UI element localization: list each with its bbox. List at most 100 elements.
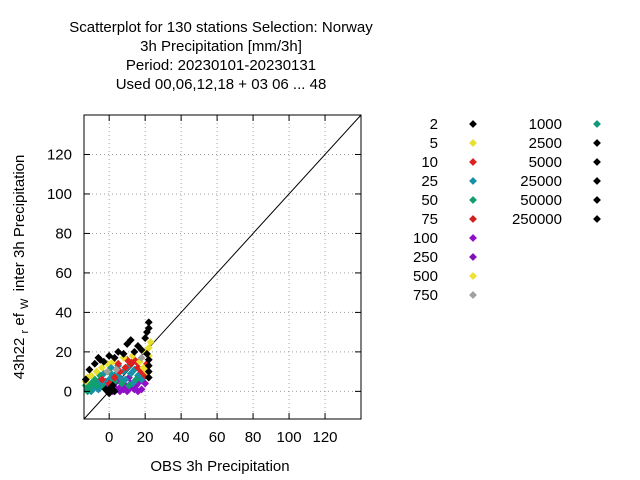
legend-item: 250000 (512, 211, 601, 228)
legend-item: 750 (413, 287, 477, 304)
scatter-point (144, 373, 153, 382)
legend-item: 500 (413, 268, 477, 285)
scatter-point (92, 381, 101, 390)
scatter-point (137, 375, 146, 384)
scatter-point (143, 349, 151, 358)
y-tick-label: 100 (47, 186, 72, 203)
legend-label: 25000 (520, 173, 562, 190)
scatter-point (92, 367, 101, 376)
legend-label: 25 (421, 173, 438, 190)
scatter-point (144, 344, 153, 352)
scatter-point (112, 365, 121, 374)
legend-item: 50 (421, 192, 477, 209)
legend-label: 2 (430, 116, 438, 133)
legend-label: 250000 (512, 211, 562, 228)
scatter-point (146, 338, 155, 346)
legend-item: 10 (421, 154, 477, 171)
scatter-point (98, 363, 106, 372)
scatter-point (137, 385, 146, 394)
legend-item: 5000 (529, 154, 601, 171)
legend-item: 75 (421, 211, 477, 228)
scatter-point (130, 347, 139, 356)
legend: 2510255075100250500750100025005000250005… (413, 116, 601, 304)
y-tick-label: 40 (55, 304, 72, 321)
y-tick-labels: 0 20 40 60 80 100 120 (47, 146, 72, 400)
scatter-point (137, 345, 146, 354)
scatter-point (126, 369, 135, 378)
scatter-point (121, 363, 130, 372)
y-axis-label-sub2: W (19, 298, 31, 309)
y-axis-label-sub: r (19, 329, 31, 333)
chart-title: Scatterplot for 130 stations Selection: … (69, 19, 373, 93)
x-tick-label: 100 (277, 429, 302, 446)
scatter-point (98, 375, 106, 384)
y-axis-label-mid: ef (11, 312, 28, 325)
legend-marker (593, 215, 601, 223)
scatter-point (134, 363, 142, 372)
grid-lines (84, 115, 361, 419)
scatter-point (110, 353, 119, 362)
scatter-point (110, 373, 119, 382)
legend-marker (469, 253, 477, 261)
y-axis-label-end: inter 3h Precipitation (11, 155, 28, 292)
scatter-point (121, 375, 130, 384)
scatter-point (144, 324, 153, 333)
scatter-point (90, 359, 99, 368)
scatter-point (125, 381, 133, 390)
plot-border (83, 114, 362, 420)
y-tick-label: 20 (55, 344, 72, 361)
x-tick-label: 40 (173, 429, 190, 446)
legend-item: 5 (430, 135, 477, 152)
y-tick-label: 80 (55, 225, 72, 242)
legend-label: 75 (421, 211, 438, 228)
legend-label: 10 (421, 154, 438, 171)
y-tick-label: 60 (55, 265, 72, 282)
legend-item: 250 (413, 249, 477, 266)
legend-label: 1000 (529, 116, 562, 133)
legend-marker (593, 177, 601, 185)
scatter-point (123, 340, 132, 348)
title-line-3: Period: 20230101-20230131 (126, 57, 316, 74)
title-line-4: Used 00,06,12,18 + 03 06 ... 48 (116, 76, 327, 93)
x-tick-label: 80 (245, 429, 262, 446)
legend-marker (593, 196, 601, 204)
legend-marker (469, 139, 477, 147)
scatter-point (132, 375, 141, 384)
scatter-point (105, 389, 114, 398)
scatter-point (134, 342, 142, 350)
x-tick-labels: 0 20 40 60 80 100 120 (105, 429, 338, 446)
legend-item: 50000 (520, 192, 601, 209)
legend-label: 5000 (529, 154, 562, 171)
scatter-point (101, 385, 110, 394)
scatter-point (126, 336, 135, 344)
y-axis-label-main: 43h22 (11, 338, 28, 380)
legend-item: 100 (413, 230, 477, 247)
scatter-point (137, 353, 146, 362)
legend-marker (469, 291, 477, 299)
scatter-point (85, 365, 94, 374)
title-line-2: 3h Precipitation [mm/3h] (140, 38, 302, 55)
legend-marker (469, 177, 477, 185)
x-tick-label: 0 (105, 429, 113, 446)
x-axis-label: OBS 3h Precipitation (150, 458, 289, 475)
scatter-point (96, 355, 105, 364)
x-tick-label: 120 (313, 429, 338, 446)
legend-label: 500 (413, 268, 438, 285)
scatter-point (117, 379, 126, 388)
scatter-point (144, 318, 153, 327)
legend-marker (593, 158, 601, 166)
x-tick-label: 20 (137, 429, 154, 446)
scatter-point (141, 334, 150, 342)
data-points (81, 318, 155, 398)
scatter-point (103, 367, 112, 376)
scatter-point (90, 375, 99, 384)
legend-label: 50000 (520, 192, 562, 209)
scatter-point (119, 349, 128, 358)
legend-marker (469, 158, 477, 166)
scatter-point (123, 387, 132, 396)
x-tick-label: 60 (209, 429, 226, 446)
legend-marker (469, 120, 477, 128)
y-tick-label: 0 (64, 383, 72, 400)
legend-marker (469, 196, 477, 204)
